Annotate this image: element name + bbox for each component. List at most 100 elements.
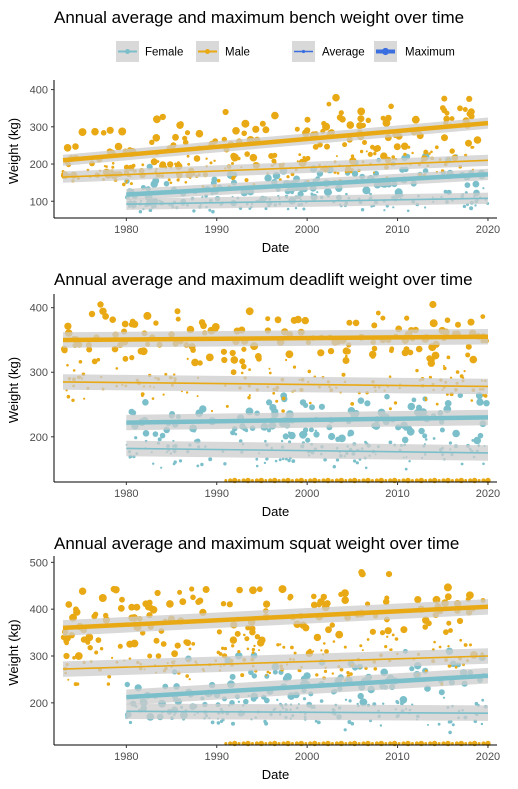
deadlift-point-female-average (332, 465, 336, 469)
legend: Female Male Average Maximum (116, 41, 455, 62)
bench-point-male-average (302, 156, 306, 160)
deadlift-point-female-average (200, 462, 204, 467)
squat-trend-female-average (126, 710, 489, 715)
bench-point-male-maximum (441, 95, 448, 102)
squat-point-female-average (210, 720, 215, 725)
squat-point-male-maximum (119, 596, 125, 603)
squat-point-female-average (481, 698, 485, 702)
bench-point-male-maximum (365, 117, 371, 124)
deadlift-point-female-maximum (328, 432, 336, 441)
bench-point-female-average (392, 206, 395, 209)
bench-point-male-maximum (268, 153, 275, 159)
squat-point-male-maximum (313, 633, 322, 642)
deadlift-point-male-average (164, 372, 168, 376)
squat-point-male-average (279, 643, 282, 646)
squat-trends (62, 599, 489, 721)
bench-point-male-average (372, 171, 375, 174)
bench-point-male-maximum (182, 135, 188, 141)
squat-trend-male-average (62, 655, 489, 670)
bench-point-male-maximum (100, 130, 107, 136)
squat-point-male-average (253, 644, 256, 648)
squat-point-male-maximum (220, 601, 227, 607)
deadlift-point-male-maximum (404, 315, 410, 321)
bench-point-male-maximum (401, 142, 409, 150)
squat-point-male-maximum (166, 600, 174, 608)
deadlift-point-male-average (247, 396, 251, 400)
deadlift-point-female-maximum (452, 429, 460, 438)
deadlift-point-male-maximum (371, 322, 378, 329)
deadlift-point-floor (304, 479, 308, 482)
deadlift-point-female-average (255, 457, 259, 461)
deadlift-point-female-average (404, 467, 408, 471)
bench-point-male-average (141, 163, 145, 167)
bench-point-male-average (209, 161, 213, 165)
deadlift-point-male-average (415, 368, 419, 373)
bench-point-male-maximum (338, 110, 344, 116)
squat-point-floor (330, 742, 334, 745)
bench-point-male-average (434, 145, 439, 150)
squat-point-female-average (276, 698, 279, 702)
squat-point-male-maximum (257, 639, 265, 647)
deadlift-point-male-average (66, 363, 69, 367)
bench-point-male-maximum (457, 105, 463, 112)
squat-point-male-maximum (341, 596, 350, 604)
squat-point-male-average (469, 643, 472, 647)
squat-point-male-maximum (195, 598, 202, 606)
legend-male-dot (205, 49, 210, 54)
bench-point-female-average (302, 207, 306, 211)
deadlift-point-male-average (72, 369, 76, 372)
deadlift-point-floor (477, 479, 481, 482)
deadlift-point-male-average (482, 394, 485, 397)
squat-point-male-maximum (382, 598, 390, 606)
deadlift-point-male-maximum (239, 358, 246, 365)
deadlift-point-male-average (393, 401, 398, 405)
deadlift-point-female-maximum (230, 430, 236, 436)
deadlift-point-female-average (353, 459, 357, 463)
deadlift-point-male-average (350, 402, 355, 406)
bench-point-female-average (406, 209, 410, 213)
deadlift-point-male-maximum (429, 300, 437, 309)
squat-point-male-average (237, 650, 241, 654)
squat-axes: 1980 1990 2000 2010 2020 200 300 400 500 Date Weig… (6, 556, 500, 782)
deadlift-point-male-average (446, 355, 451, 360)
bench-point-male-average (298, 153, 302, 157)
deadlift-point-male-average (455, 370, 460, 374)
bench-point-male-maximum (466, 95, 473, 102)
bench-point-male-maximum (441, 134, 448, 142)
squat-point-floor (357, 742, 361, 745)
bench-point-male-maximum (444, 110, 450, 116)
bench-x-tick-label: 1980 (114, 224, 138, 236)
squat-point-floor (290, 742, 294, 745)
deadlift-point-male-maximum (129, 355, 135, 361)
squat-point-male-maximum (466, 591, 474, 600)
deadlift-point-male-average (96, 357, 101, 362)
deadlift-point-male-maximum (111, 345, 119, 353)
deadlift-point-female-maximum (335, 436, 341, 442)
deadlift-point-female-maximum (318, 403, 325, 410)
bench-y-axis-title: Weight (kg) (6, 118, 21, 184)
deadlift-point-male-maximum (245, 307, 254, 316)
bench-point-male-maximum (249, 153, 258, 162)
squat-point-male-average (308, 648, 312, 653)
bench-point-male-maximum (63, 144, 72, 152)
squat-point-male-average (438, 645, 442, 649)
bench-point-male-maximum (423, 149, 429, 155)
bench-point-male-average (176, 161, 181, 165)
deadlift-point-female-average (278, 458, 282, 462)
squat-point-male-maximum (117, 604, 125, 612)
bench-x-tick-label: 2010 (385, 224, 409, 236)
bench-point-male-maximum (159, 113, 166, 121)
squat-point-female-average (382, 702, 385, 705)
squat-point-male-maximum (302, 624, 310, 632)
deadlift-point-floor (290, 479, 294, 482)
squat-point-male-maximum (171, 650, 179, 658)
deadlift-chart: 1980 1990 2000 2010 2020 200 300 400 Date Weight … (6, 294, 500, 519)
bench-point-male-average (111, 165, 115, 169)
squat-point-male-maximum (153, 637, 160, 644)
deadlift-point-female-average (234, 432, 238, 436)
squat-point-male-average (106, 682, 111, 686)
squat-point-female-average (350, 721, 355, 726)
squat-point-male-average (268, 671, 272, 675)
deadlift-point-male-average (307, 369, 312, 374)
bench-point-female-average (383, 209, 386, 212)
